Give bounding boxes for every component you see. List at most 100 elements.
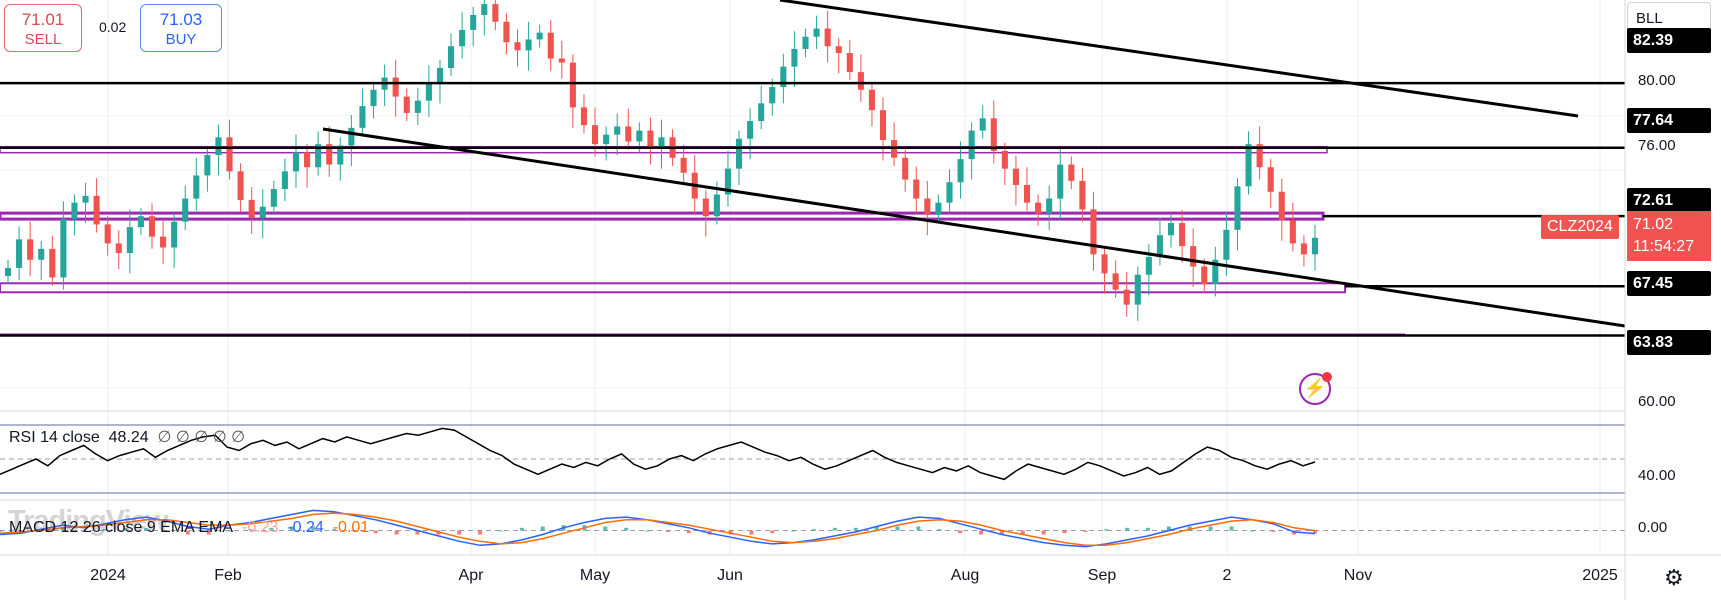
rsi-extra: ∅ ∅ ∅ ∅ ∅: [157, 429, 246, 446]
candle-body: [1134, 274, 1141, 305]
candle-body: [647, 130, 654, 149]
candle-body: [348, 127, 355, 146]
gear-icon[interactable]: ⚙: [1664, 565, 1684, 590]
candle-body: [603, 134, 610, 145]
macd-histogram-bar: [81, 530, 86, 532]
macd-histogram-bar: [916, 526, 921, 531]
macd-histogram-bar: [0, 530, 2, 532]
candle-body: [813, 28, 820, 37]
candle-body: [436, 68, 444, 83]
candle-body: [968, 130, 975, 160]
support-zones: [0, 145, 1405, 336]
price-label-63-83: 63.83: [1627, 330, 1711, 355]
macd-histogram-bar: [331, 529, 336, 531]
candle-body: [425, 82, 432, 101]
candle-body: [326, 144, 333, 165]
candle-body: [1190, 246, 1197, 267]
price-label-82-39: 82.39: [1627, 28, 1711, 53]
candle-body: [913, 179, 920, 199]
candle-body: [580, 107, 588, 126]
candle-body: [547, 32, 554, 59]
bar-countdown: 11:54:27: [1633, 238, 1695, 255]
candle-body: [292, 152, 300, 172]
sell-button[interactable]: 71.01 SELL: [4, 4, 82, 52]
candle-body: [769, 87, 776, 104]
rsi-tick: 40.00: [1638, 467, 1676, 484]
candle-body: [569, 62, 576, 108]
macd-histogram-bar: [874, 526, 879, 531]
candle-body: [1289, 220, 1296, 244]
macd-histogram-bar: [895, 526, 900, 531]
candle-body: [636, 130, 643, 142]
candle-body: [802, 36, 809, 49]
candle-body: [1079, 180, 1086, 210]
buy-price: 71.03: [159, 10, 203, 29]
macd-signal-line: [0, 512, 1316, 547]
candle-body: [270, 189, 277, 207]
candle-body: [315, 144, 322, 168]
zone-mid: [0, 211, 1325, 221]
macd-histogram-bar: [1020, 530, 1025, 535]
macd-histogram-bar: [227, 530, 232, 532]
candle-body: [1046, 198, 1053, 214]
macd-histogram-bar: [311, 526, 316, 531]
time-tick: 2: [1222, 567, 1232, 584]
candle-body: [82, 195, 89, 203]
symbol-menu[interactable]: BLL: [1627, 2, 1711, 32]
candle-body: [680, 157, 687, 173]
candle-body: [1245, 144, 1252, 187]
candle-body: [481, 4, 488, 15]
price-levels: [0, 81, 1625, 337]
candle-body: [49, 248, 56, 278]
macd-histogram-bar: [749, 530, 754, 535]
candle-body: [558, 58, 565, 63]
candle-body: [1112, 273, 1119, 290]
macd-histogram-bar: [102, 529, 107, 531]
candle-body: [1278, 191, 1285, 221]
candle-body: [902, 157, 909, 180]
candle-body: [625, 126, 632, 142]
macd-histogram-bar: [1250, 530, 1255, 532]
macd-histogram-bar: [206, 530, 211, 535]
candle-body: [924, 198, 931, 215]
candle-body: [536, 32, 543, 40]
candle-body: [414, 100, 421, 113]
macd-histogram-bar: [958, 530, 963, 534]
candle-body: [702, 198, 709, 217]
rsi-legend[interactable]: RSI 14 close 48.24 ∅ ∅ ∅ ∅ ∅: [9, 427, 245, 447]
macd-pane: [0, 509, 1625, 548]
candle-body: [359, 106, 366, 128]
macd-histogram-bar: [248, 529, 253, 531]
candle-body: [990, 118, 997, 151]
candle-body: [93, 195, 100, 225]
price-tick: 60.00: [1638, 393, 1676, 410]
candle-body: [713, 194, 720, 217]
rsi-title: RSI 14 close: [9, 429, 100, 446]
lightning-icon[interactable]: ⚡: [1299, 372, 1332, 405]
candle-body: [503, 21, 510, 43]
macd-tick: 0.00: [1638, 519, 1668, 536]
macd-legend[interactable]: MACD 12 26 close 9 EMA EMA -0.23 -0.24 -…: [9, 519, 369, 537]
time-tick: Apr: [458, 567, 484, 584]
current-price-label: 71.02 11:54:27: [1627, 211, 1711, 261]
buy-label: BUY: [165, 31, 197, 48]
trend-lower: [322, 127, 1626, 328]
macd-histogram-bar: [999, 530, 1004, 535]
candle-body: [1090, 209, 1097, 255]
buy-button[interactable]: 71.03 BUY: [140, 4, 222, 52]
time-tick: Jun: [717, 567, 743, 584]
time-tick: Feb: [214, 567, 242, 584]
macd-histogram-bar: [290, 526, 295, 531]
candle-body: [337, 145, 344, 165]
macd-histogram-bar: [478, 530, 483, 535]
candle-body: [126, 227, 133, 253]
macd-histogram-bar: [1313, 530, 1317, 534]
candle-body: [857, 72, 864, 90]
candle-body: [237, 171, 244, 200]
macd-histogram-bar: [519, 527, 524, 531]
trend-channel[interactable]: [322, 0, 1626, 328]
candle-body: [304, 152, 311, 168]
candle-body: [780, 66, 787, 88]
